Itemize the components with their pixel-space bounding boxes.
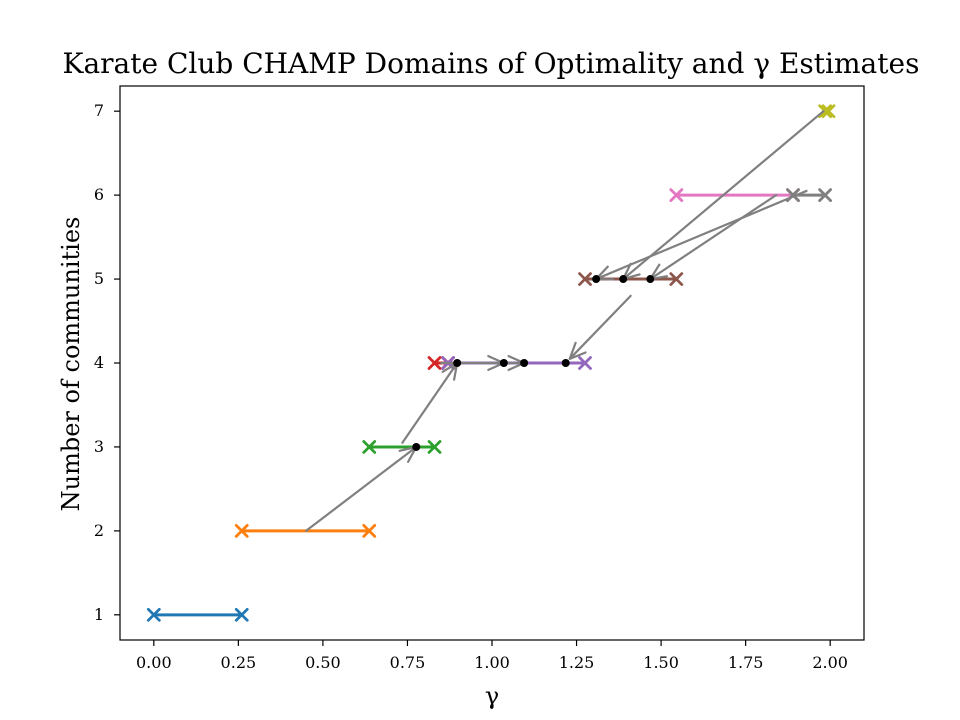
domain-endpoint-marker (234, 523, 249, 538)
x-axis-label: γ (485, 682, 499, 710)
y-axis-label: Number of communities (57, 217, 85, 512)
y-tick-label: 4 (94, 353, 104, 372)
x-tick-label: 1.50 (643, 653, 679, 672)
gamma-estimate-point (592, 275, 601, 284)
y-tick-label: 6 (94, 185, 104, 204)
gamma-estimate-point (520, 359, 529, 367)
x-tick-label: 2.00 (812, 653, 848, 672)
y-tick-label: 2 (94, 521, 104, 540)
chart-title: Karate Club CHAMP Domains of Optimality … (63, 47, 920, 80)
gamma-estimate-point (412, 442, 421, 451)
estimate-arrow (568, 294, 632, 360)
domain-endpoint-marker (818, 104, 833, 119)
gamma-estimate-point (619, 275, 628, 284)
domain-endpoint-marker (427, 356, 442, 370)
x-tick-label: 0.25 (221, 653, 257, 672)
x-axis-ticks: 0.00 0.25 0.50 0.75 1.00 1.25 1.50 1.75 2.00 (136, 640, 848, 672)
x-tick-label: 1.75 (728, 653, 764, 672)
domain-endpoint-marker (818, 188, 833, 203)
estimate-arrows (304, 110, 825, 532)
gamma-estimate-point (561, 359, 570, 367)
y-tick-label: 3 (94, 437, 104, 456)
estimate-arrow (401, 361, 459, 444)
x-tick-label: 1.25 (559, 653, 595, 672)
y-axis-ticks: 1 2 3 4 5 6 7 (94, 101, 120, 624)
gamma-estimate-point (646, 275, 655, 284)
x-tick-label: 0.50 (305, 653, 341, 672)
domain-markers (146, 104, 836, 622)
estimate-arrow (304, 445, 418, 532)
gamma-estimate-point (453, 359, 462, 367)
domain-endpoint-marker (427, 440, 442, 454)
x-tick-label: 0.00 (136, 653, 172, 672)
x-tick-label: 1.00 (474, 653, 510, 672)
y-tick-label: 7 (94, 101, 104, 120)
domain-endpoint-marker (234, 607, 249, 622)
gamma-estimate-point (499, 359, 508, 367)
estimate-arrow (595, 189, 808, 281)
y-tick-label: 1 (94, 605, 104, 624)
y-tick-label: 5 (94, 269, 104, 288)
domain-endpoint-marker (821, 104, 836, 119)
domain-endpoint-marker (669, 272, 684, 286)
estimate-points (412, 275, 655, 451)
domain-endpoint-marker (578, 272, 592, 286)
domain-endpoint-marker (578, 356, 592, 370)
plot-frame (119, 85, 865, 641)
domain-endpoint-marker (362, 440, 377, 454)
domain-endpoint-marker (669, 188, 684, 203)
estimate-arrow (649, 194, 778, 281)
domain-endpoint-marker (146, 607, 161, 622)
x-tick-label: 0.75 (390, 653, 426, 672)
domain-endpoint-marker (362, 523, 377, 538)
